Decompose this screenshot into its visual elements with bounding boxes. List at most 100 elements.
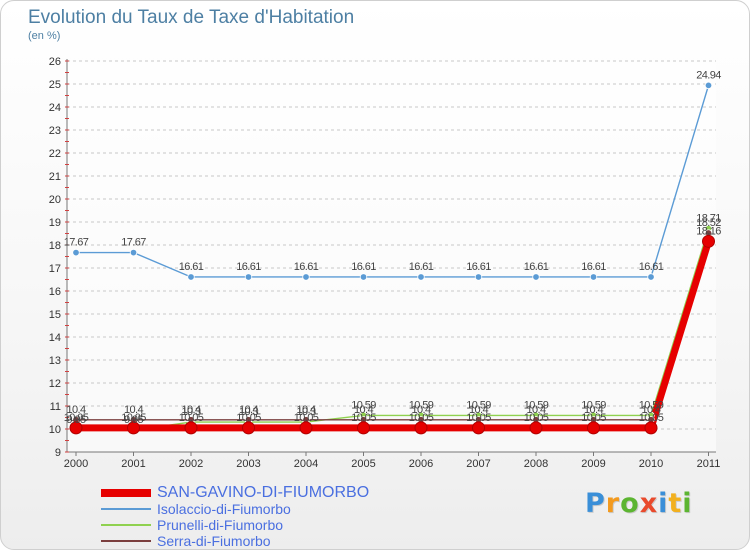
data-label: 16.61 <box>409 261 434 273</box>
data-label: 10.4 <box>469 404 488 416</box>
data-label: 10.05 <box>121 412 146 424</box>
series-line <box>76 232 710 421</box>
y-tick-label: 16 <box>49 286 61 298</box>
data-label: 10.05 <box>236 412 261 424</box>
data-label: 10.4 <box>641 404 660 416</box>
logo-letter: t <box>668 488 683 519</box>
data-label: 10.59 <box>639 399 664 411</box>
y-tick-label: 17 <box>49 263 61 275</box>
data-point <box>299 421 313 435</box>
x-tick-label: 2006 <box>409 458 433 470</box>
data-point <box>702 234 715 248</box>
data-label: 16.61 <box>524 261 549 273</box>
y-tick-label: 21 <box>49 171 61 183</box>
data-label: 10.3 <box>239 406 258 418</box>
x-tick-label: 2010 <box>639 458 663 470</box>
data-point <box>529 421 543 435</box>
x-tick-label: 2009 <box>581 458 605 470</box>
data-point <box>302 273 310 281</box>
data-point <box>414 421 428 435</box>
data-label: 10.4 <box>181 404 200 416</box>
data-point <box>127 421 140 435</box>
data-label: 10.4 <box>66 404 85 416</box>
data-label: 10.3 <box>296 406 315 418</box>
logo-letter: i <box>682 488 693 519</box>
plot-area <box>67 61 716 452</box>
legend-swatch <box>101 540 151 542</box>
y-tick-label: 10 <box>49 424 61 436</box>
data-point <box>242 421 255 435</box>
data-label: 10.4 <box>584 404 603 416</box>
y-tick-label: 24 <box>49 102 61 114</box>
y-tick-label: 14 <box>49 332 61 344</box>
data-point <box>589 273 598 281</box>
data-label: 18.16 <box>696 225 721 237</box>
data-point <box>244 273 253 281</box>
data-label: 10.59 <box>409 399 434 411</box>
data-label: 10.4 <box>354 404 373 416</box>
data-label: 10.59 <box>466 399 491 411</box>
data-label: 10.05 <box>294 412 319 424</box>
x-tick-label: 2011 <box>697 458 721 470</box>
data-label: 10.4 <box>411 404 430 416</box>
y-tick-label: 22 <box>49 148 61 160</box>
data-label: 10.4 <box>296 404 315 416</box>
legend-swatch <box>101 524 151 526</box>
data-label: 9.95 <box>66 414 85 426</box>
legend-label: Isolaccio-di-Fiumorbo <box>157 501 291 517</box>
data-point <box>587 421 600 435</box>
data-label: 10.05 <box>639 412 664 424</box>
data-point <box>532 273 540 281</box>
data-label: 10.4 <box>239 404 258 416</box>
data-point <box>472 421 485 435</box>
y-tick-label: 11 <box>50 401 61 413</box>
y-tick-label: 15 <box>49 309 61 321</box>
data-point <box>184 421 198 435</box>
y-tick-label: 25 <box>49 79 61 91</box>
data-label: 10.3 <box>181 406 200 418</box>
x-tick-label: 2003 <box>236 458 260 470</box>
legend-label: SAN-GAVINO-DI-FIUMORBO <box>157 484 370 501</box>
legend-label: Serra-di-Fiumorbo <box>157 533 271 549</box>
x-tick-label: 2008 <box>524 458 548 470</box>
y-tick-label: 13 <box>49 355 61 367</box>
data-label: 10.05 <box>179 412 204 424</box>
data-label: 16.61 <box>351 261 376 273</box>
legend-swatch <box>101 508 151 510</box>
y-tick-label: 9 <box>55 447 61 459</box>
data-point <box>417 273 425 281</box>
data-label: 18.71 <box>696 213 721 225</box>
x-tick-label: 2004 <box>294 458 318 470</box>
legend-label: Prunelli-di-Fiumorbo <box>157 517 284 533</box>
x-tick-label: 2001 <box>121 458 145 470</box>
data-label: 17.67 <box>121 237 146 249</box>
data-label: 10.59 <box>351 399 376 411</box>
x-tick-label: 2000 <box>64 458 88 470</box>
series-line <box>76 240 712 432</box>
data-label: 16.61 <box>639 261 664 273</box>
x-tick-label: 2007 <box>466 458 490 470</box>
data-label: 10.4 <box>124 404 143 416</box>
series-line <box>76 85 710 278</box>
data-label: 16.61 <box>581 261 606 273</box>
data-point <box>69 421 83 435</box>
y-tick-label: 20 <box>49 194 61 206</box>
series-line <box>76 228 710 431</box>
x-tick-label: 2002 <box>179 458 203 470</box>
data-label: 16.61 <box>236 261 261 273</box>
y-tick-label: 26 <box>49 56 61 68</box>
chart-subtitle: (en %) <box>28 30 61 42</box>
logo-letter: r <box>605 488 621 519</box>
x-tick-label: 2005 <box>351 458 375 470</box>
logo-letter: i <box>658 488 669 519</box>
data-label: 10.05 <box>524 412 549 424</box>
data-point <box>644 421 658 435</box>
data-point <box>359 273 368 281</box>
data-point <box>704 81 713 90</box>
chart-title: Evolution du Taux de Taxe d'Habitation <box>28 7 355 28</box>
y-tick-label: 12 <box>49 378 61 390</box>
data-label: 16.61 <box>179 261 204 273</box>
data-label: 17.67 <box>64 237 89 249</box>
